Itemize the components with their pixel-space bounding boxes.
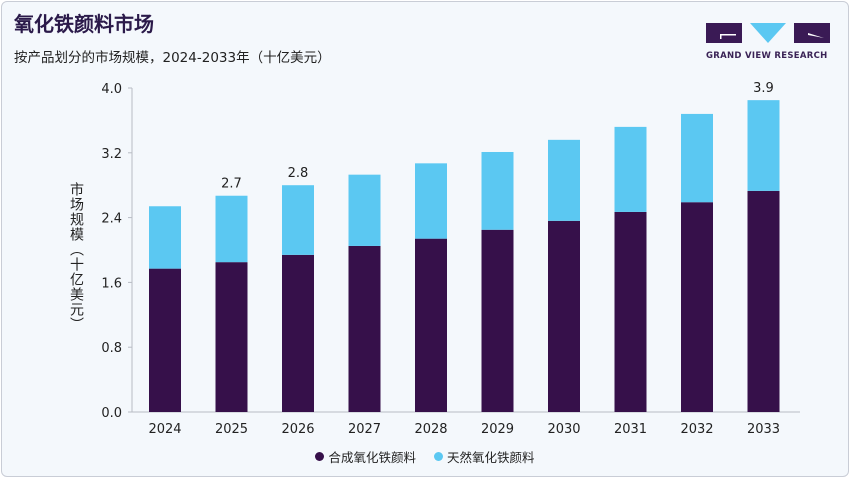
x-tick-label: 2030 <box>547 422 580 437</box>
bar-natural-2025 <box>215 195 248 263</box>
y-axis-label: 市场规模（十亿美元） <box>68 182 84 332</box>
bar-natural-2030 <box>548 139 580 221</box>
y-tick-label: 0.0 <box>101 406 122 421</box>
bar-synthetic-2025 <box>215 262 248 412</box>
bar-synthetic-2033 <box>747 190 780 412</box>
bar-natural-2024 <box>149 206 181 269</box>
x-tick-label: 2027 <box>348 422 381 437</box>
x-tick-label: 2028 <box>414 422 447 437</box>
logo-text: GRAND VIEW RESEARCH <box>706 51 828 61</box>
data-label: 2.7 <box>221 177 242 192</box>
bar-synthetic-2031 <box>614 211 647 412</box>
grand-view-research-logo: GRAND VIEW RESEARCH <box>706 22 830 61</box>
x-tick-label: 2024 <box>148 422 181 437</box>
bar-natural-2029 <box>481 151 514 230</box>
y-tick-label: 3.2 <box>101 147 122 162</box>
bar-natural-2033 <box>747 100 780 191</box>
x-tick-label: 2032 <box>680 422 713 437</box>
y-tick-label: 2.4 <box>101 212 122 227</box>
x-tick-label: 2031 <box>614 422 647 437</box>
y-tick-label: 1.6 <box>101 276 122 291</box>
bar-natural-2032 <box>681 113 713 203</box>
bar-synthetic-2029 <box>481 229 514 412</box>
data-label: 3.9 <box>753 81 774 96</box>
bar-synthetic-2028 <box>415 238 447 412</box>
gvr-logo-icon <box>706 23 830 43</box>
x-tick-label: 2033 <box>747 422 780 437</box>
y-tick-label: 0.8 <box>101 341 122 356</box>
chart-subtitle: 按产品划分的市场规模，2024-2033年（十亿美元） <box>14 50 331 66</box>
bar-synthetic-2027 <box>348 245 381 412</box>
x-tick-label: 2025 <box>215 422 248 437</box>
legend-dot-icon <box>315 452 325 461</box>
data-label: 2.8 <box>288 166 309 181</box>
bar-natural-2026 <box>282 185 314 255</box>
bar-natural-2027 <box>348 174 381 246</box>
chart-title: 氧化铁颜料市场 <box>14 12 154 36</box>
y-tick-label: 4.0 <box>101 82 122 97</box>
bar-synthetic-2026 <box>282 254 314 412</box>
x-tick-label: 2029 <box>481 422 514 437</box>
legend-item-synthetic[interactable]: 合成氧化铁颜料 <box>315 447 416 466</box>
legend-item-natural[interactable]: 天然氧化铁颜料 <box>434 447 535 466</box>
legend: 合成氧化铁颜料 天然氧化铁颜料 <box>0 447 850 466</box>
legend-dot-icon <box>434 452 443 461</box>
bar-natural-2028 <box>415 163 447 239</box>
bar-synthetic-2030 <box>548 220 580 412</box>
bar-natural-2031 <box>614 126 647 212</box>
legend-label: 天然氧化铁颜料 <box>447 450 535 465</box>
x-tick-label: 2026 <box>281 422 314 437</box>
bar-synthetic-2024 <box>149 268 181 412</box>
bar-synthetic-2032 <box>681 202 713 412</box>
legend-label: 合成氧化铁颜料 <box>328 450 416 465</box>
